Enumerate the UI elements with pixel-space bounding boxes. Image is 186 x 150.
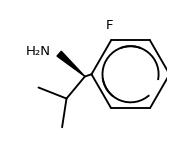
Text: H₂N: H₂N <box>26 45 51 58</box>
Polygon shape <box>57 51 85 76</box>
Text: F: F <box>106 19 113 32</box>
